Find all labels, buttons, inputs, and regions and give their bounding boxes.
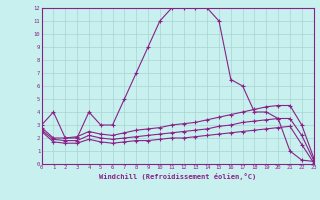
X-axis label: Windchill (Refroidissement éolien,°C): Windchill (Refroidissement éolien,°C) — [99, 173, 256, 180]
